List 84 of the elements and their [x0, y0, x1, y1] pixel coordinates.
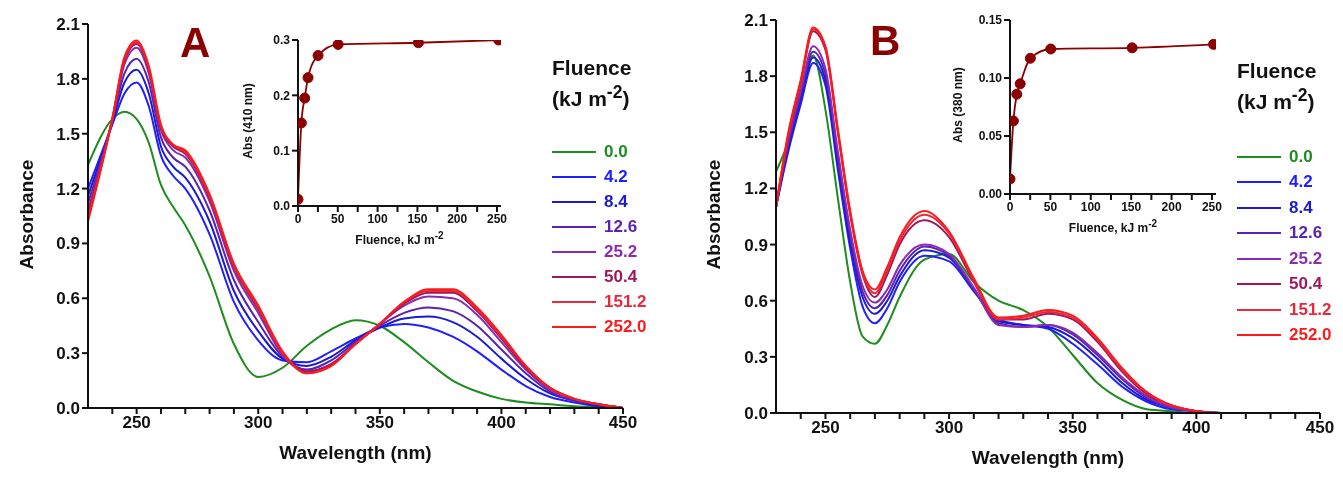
- point: [1024, 52, 1036, 64]
- x-tick-label: 200: [1161, 199, 1182, 214]
- y-tick-label: 0.0: [273, 199, 291, 214]
- legend-label: 50.4: [604, 266, 638, 287]
- legend-label: 151.2: [1289, 299, 1332, 320]
- y-tick-label: 1.8: [744, 67, 768, 87]
- y-tick-label: 1.2: [56, 179, 80, 199]
- y-tick-label: 1.8: [56, 69, 80, 89]
- y-tick-label: 0.10: [978, 71, 1003, 86]
- x-tick-label: 100: [1080, 199, 1102, 214]
- y-tick-label: 0.3: [56, 344, 80, 364]
- y-tick-label: 2.1: [744, 11, 768, 31]
- legend-label: 12.6: [1289, 223, 1323, 244]
- legend-label: 50.4: [1289, 274, 1323, 295]
- y-tick-label: 0.0: [56, 399, 80, 419]
- x-axis-title: Wavelength (nm): [970, 447, 1126, 469]
- x-tick-label: 400: [1182, 418, 1211, 438]
- y-tick-label: 1.5: [56, 124, 80, 144]
- point: [1014, 78, 1026, 90]
- legend-label: 0.0: [1289, 146, 1313, 167]
- y-tick-label: 0.3: [744, 347, 768, 367]
- chart-title: A: [180, 19, 211, 66]
- x-tick-label: 350: [1058, 418, 1087, 438]
- y-tick-label: 0.00: [978, 187, 1003, 202]
- legend-title: Fluence (kJ m$^{-2}$): [552, 55, 633, 111]
- point: [302, 72, 314, 84]
- y-axis-title: Absorbance: [703, 158, 724, 272]
- point: [412, 40, 424, 49]
- x-tick-label: 50: [331, 211, 345, 226]
- x-tick-label: 0: [1006, 199, 1014, 214]
- y-tick-label: 0.6: [56, 289, 80, 309]
- x-tick-label: 400: [487, 413, 516, 433]
- y-axis-title: Absorbance: [15, 158, 36, 271]
- point: [312, 49, 324, 61]
- point: [1011, 88, 1023, 100]
- x-tick-label: 0: [294, 211, 302, 226]
- legend-label: 25.2: [1289, 248, 1323, 269]
- x-axis-title: Wavelength (nm): [278, 442, 433, 464]
- x-tick-label: 150: [1121, 199, 1142, 214]
- x-axis-title: Fluence, kJ m$^{-2}$: [354, 230, 445, 247]
- x-tick-label: 250: [487, 211, 508, 226]
- legend-label: 4.2: [604, 166, 628, 187]
- y-tick-label: 0.2: [273, 88, 291, 103]
- legend-label: 4.2: [1289, 172, 1313, 193]
- x-tick-label: 300: [244, 413, 273, 433]
- y-tick-label: 0.9: [56, 234, 80, 254]
- x-axis-title: Fluence, kJ m$^{-2}$: [1067, 218, 1159, 235]
- legend-label: 252.0: [1289, 325, 1332, 346]
- y-tick-label: 1.2: [744, 179, 768, 199]
- y-tick-label: 2.1: [56, 15, 80, 35]
- y-tick-label: 0.9: [744, 235, 768, 255]
- x-tick-label: 150: [407, 211, 428, 226]
- y-tick-label: 0.3: [273, 33, 291, 48]
- point: [332, 40, 344, 50]
- point: [1126, 42, 1138, 54]
- y-tick-label: 0.1: [273, 143, 291, 158]
- legend-label: 8.4: [604, 191, 628, 212]
- legend-label: 25.2: [604, 241, 638, 262]
- x-tick-label: 450: [608, 413, 638, 433]
- x-tick-label: 250: [1201, 199, 1223, 214]
- y-tick-label: 0.6: [744, 291, 768, 311]
- legend-label: 0.0: [604, 141, 628, 162]
- y-tick-label: 1.5: [744, 123, 768, 143]
- y-axis-title: Abs (380 nm): [951, 66, 965, 145]
- x-tick-label: 300: [934, 418, 964, 438]
- point: [1045, 43, 1057, 55]
- chart-title: B: [870, 17, 901, 64]
- point: [299, 92, 311, 104]
- x-tick-label: 100: [367, 211, 388, 226]
- y-tick-label: 0.15: [978, 13, 1003, 28]
- x-tick-label: 200: [447, 211, 468, 226]
- legend-label: 151.2: [604, 291, 647, 312]
- x-tick-label: 50: [1043, 199, 1058, 214]
- legend-label: 252.0: [604, 316, 647, 337]
- y-tick-label: 0.0: [744, 404, 768, 424]
- legend-label: 8.4: [1289, 197, 1313, 218]
- x-tick-label: 250: [122, 413, 151, 433]
- x-tick-label: 250: [811, 418, 840, 438]
- x-tick-label: 450: [1305, 418, 1335, 438]
- legend-title: Fluence (kJ m$^{-2}$): [1237, 58, 1318, 114]
- legend-label: 12.6: [604, 216, 638, 237]
- x-tick-label: 350: [365, 413, 395, 433]
- y-tick-label: 0.05: [978, 129, 1003, 144]
- y-axis-title: Abs (410 nm): [241, 82, 255, 161]
